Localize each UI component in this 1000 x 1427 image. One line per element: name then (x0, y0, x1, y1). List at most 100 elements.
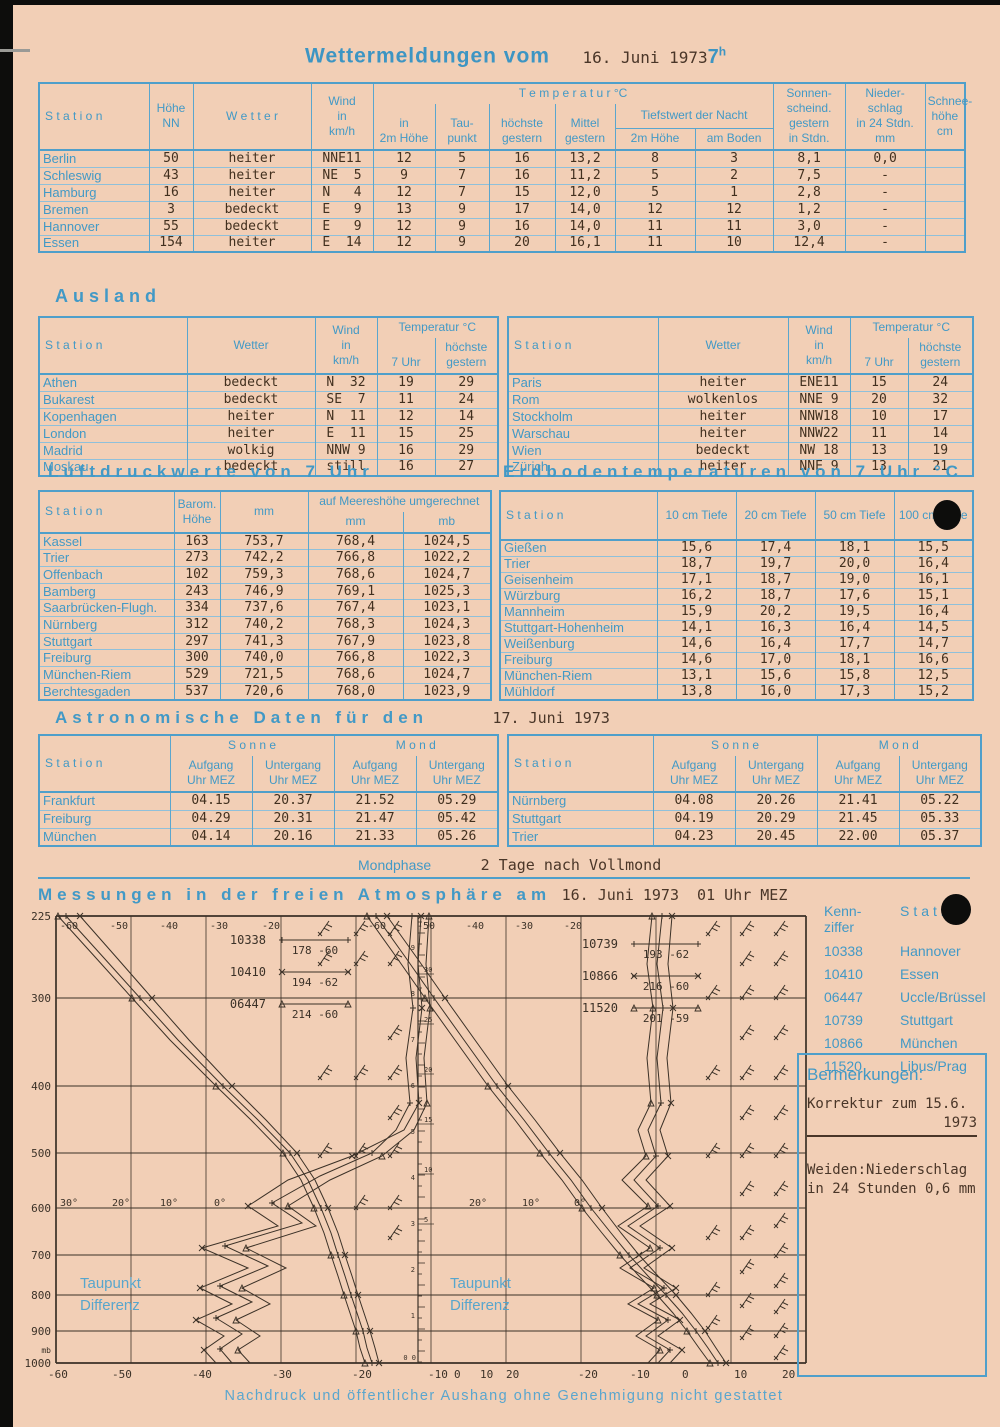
svg-text:10739: 10739 (582, 937, 618, 951)
ausland-tables: S t a t i o n Wetter Wind in km/h Temper… (38, 316, 974, 477)
svg-text:-50: -50 (110, 921, 128, 932)
value-cell: 15 (849, 374, 909, 391)
value-cell: 243 (173, 583, 221, 600)
mondphase-value: 2 Tage nach Vollmond (480, 856, 662, 874)
mondphase-label: Mondphase (358, 857, 432, 873)
col-header-station: S t a t i o n (499, 491, 658, 540)
value-cell: 32 (907, 391, 974, 408)
svg-text:15: 15 (424, 1116, 432, 1124)
main-weather-table: S t a t i o n Höhe NN W e t t e r Wind i… (38, 82, 972, 253)
value-cell: 768,6 (307, 566, 404, 584)
value-cell: wolkig (186, 442, 316, 459)
value-cell: 766,8 (307, 549, 404, 567)
value-cell: N 32 (314, 374, 378, 391)
col-header-mond-group: M o n d (816, 735, 982, 756)
value-cell: 13,8 (656, 684, 737, 700)
value-cell (924, 167, 966, 184)
value-cell: 15,6 (656, 540, 737, 556)
value-cell: wolkenlos (657, 391, 789, 408)
value-cell: 766,8 (307, 649, 404, 667)
col-header-mond-group: M o n d (333, 735, 499, 756)
svg-text:8: 8 (411, 990, 415, 998)
report-hour: 7h (707, 44, 727, 68)
value-cell: 27 (434, 459, 499, 476)
col-header-sonne-untergang: Untergang Uhr MEZ (251, 756, 335, 792)
value-cell: still (314, 459, 378, 476)
value-cell: 15,5 (893, 540, 974, 556)
table-row: Stockholm heiter NNW18 10 17 (507, 408, 974, 425)
value-cell: 29 (434, 374, 499, 391)
report-date: 16. Juni 1973 (582, 47, 708, 67)
table-row: Rom wolkenlos NNE 9 20 32 (507, 391, 974, 408)
value-cell (924, 150, 966, 167)
value-cell: 16 (488, 167, 556, 184)
svg-text:6: 6 (411, 1082, 415, 1090)
value-cell: 20.37 (251, 792, 335, 810)
table-row: Gießen 15,6 17,4 18,1 15,5 (499, 540, 974, 556)
col-header-sonne-aufgang: Aufgang Uhr MEZ (169, 756, 253, 792)
svg-text:10: 10 (480, 1368, 493, 1381)
astro-date: 17. Juni 1973 (492, 709, 610, 727)
value-cell: 20.45 (734, 828, 818, 846)
value-cell: 163 (173, 533, 221, 550)
value-cell: 13 (372, 201, 436, 218)
svg-text:-20: -20 (262, 921, 280, 932)
footer-notice: Nachdruck und öffentlicher Aushang ohne … (224, 1388, 784, 1404)
col-header-meereshoehe-group: auf Meereshöhe umgerechnet (307, 491, 492, 512)
station-cell: Geisenheim (499, 572, 658, 588)
value-cell: 768,4 (307, 533, 404, 550)
svg-text:10338: 10338 (230, 933, 266, 947)
station-cell: München-Riem (38, 666, 175, 684)
value-cell: 334 (173, 599, 221, 617)
value-cell: 742,2 (219, 549, 309, 567)
value-cell: 17,6 (814, 588, 895, 604)
value-cell: 5 (614, 184, 696, 201)
value-cell: ENE11 (787, 374, 851, 391)
value-cell: 13 (849, 442, 909, 459)
station-cell: Stockholm (507, 408, 659, 425)
section-heading-ausland: Ausland (55, 286, 162, 306)
table-row: Berlin 50 heiter NNE11 12 5 16 13,2 8 3 8,1 0,0 (38, 150, 966, 167)
table-row: Schleswig 43 heiter NE 5 9 7 16 11,2 5 2 7,5- (38, 167, 966, 184)
value-cell: 14,7 (893, 636, 974, 652)
col-header-hoechste: höchste gestern (434, 338, 499, 374)
value-cell: 154 (148, 235, 194, 252)
svg-text:10: 10 (734, 1368, 747, 1381)
value-cell: 300 (173, 649, 221, 667)
svg-text:5: 5 (411, 1128, 415, 1136)
col-header-schneehoehe: Schnee- höhe cm (924, 83, 972, 150)
value-cell: 20.26 (734, 792, 818, 810)
astro-heading-text: Astronomische Daten für den (55, 708, 429, 727)
value-cell: 18,1 (814, 540, 895, 556)
svg-text:06447: 06447 (230, 997, 266, 1011)
table-row: München-Riem 13,1 15,6 15,8 12,5 (499, 668, 974, 684)
station-cell: Trier (38, 549, 175, 567)
value-cell: 43 (148, 167, 194, 184)
col-header-wind: Wind in km/h (787, 317, 851, 374)
station-cell: Bremen (38, 201, 150, 218)
value-cell: 1022,3 (402, 649, 492, 667)
value-cell: 15,6 (735, 668, 816, 684)
station-cell: Berlin (38, 150, 150, 167)
table-row: Stuttgart-Hohenheim 14,1 16,3 16,4 14,5 (499, 620, 974, 636)
value-cell: 14,5 (893, 620, 974, 636)
col-header-hoechste: höchste gestern (488, 104, 556, 150)
value-cell: 05.22 (898, 792, 982, 810)
col-header-50cm: 50 cm Tiefe (814, 491, 895, 540)
table-row: Trier 18,7 19,7 20,0 16,4 (499, 556, 974, 572)
svg-text:5: 5 (424, 1216, 428, 1224)
value-cell: 9 (372, 167, 436, 184)
col-header-tiefst-boden: am Boden (694, 128, 774, 150)
svg-text:-40: -40 (192, 1368, 212, 1381)
divider-rule (38, 877, 970, 879)
col-header-in2m: in 2m Höhe (372, 104, 436, 150)
value-cell: 720,6 (219, 683, 309, 700)
value-cell: heiter (657, 408, 789, 425)
value-cell: 16,4 (735, 636, 816, 652)
value-cell: 14 (434, 408, 499, 425)
value-cell: 04.14 (169, 828, 253, 846)
value-cell: heiter (657, 425, 789, 442)
value-cell: heiter (192, 184, 312, 201)
col-header-temperatur-group: T e m p e r a t u r °C (372, 83, 774, 104)
